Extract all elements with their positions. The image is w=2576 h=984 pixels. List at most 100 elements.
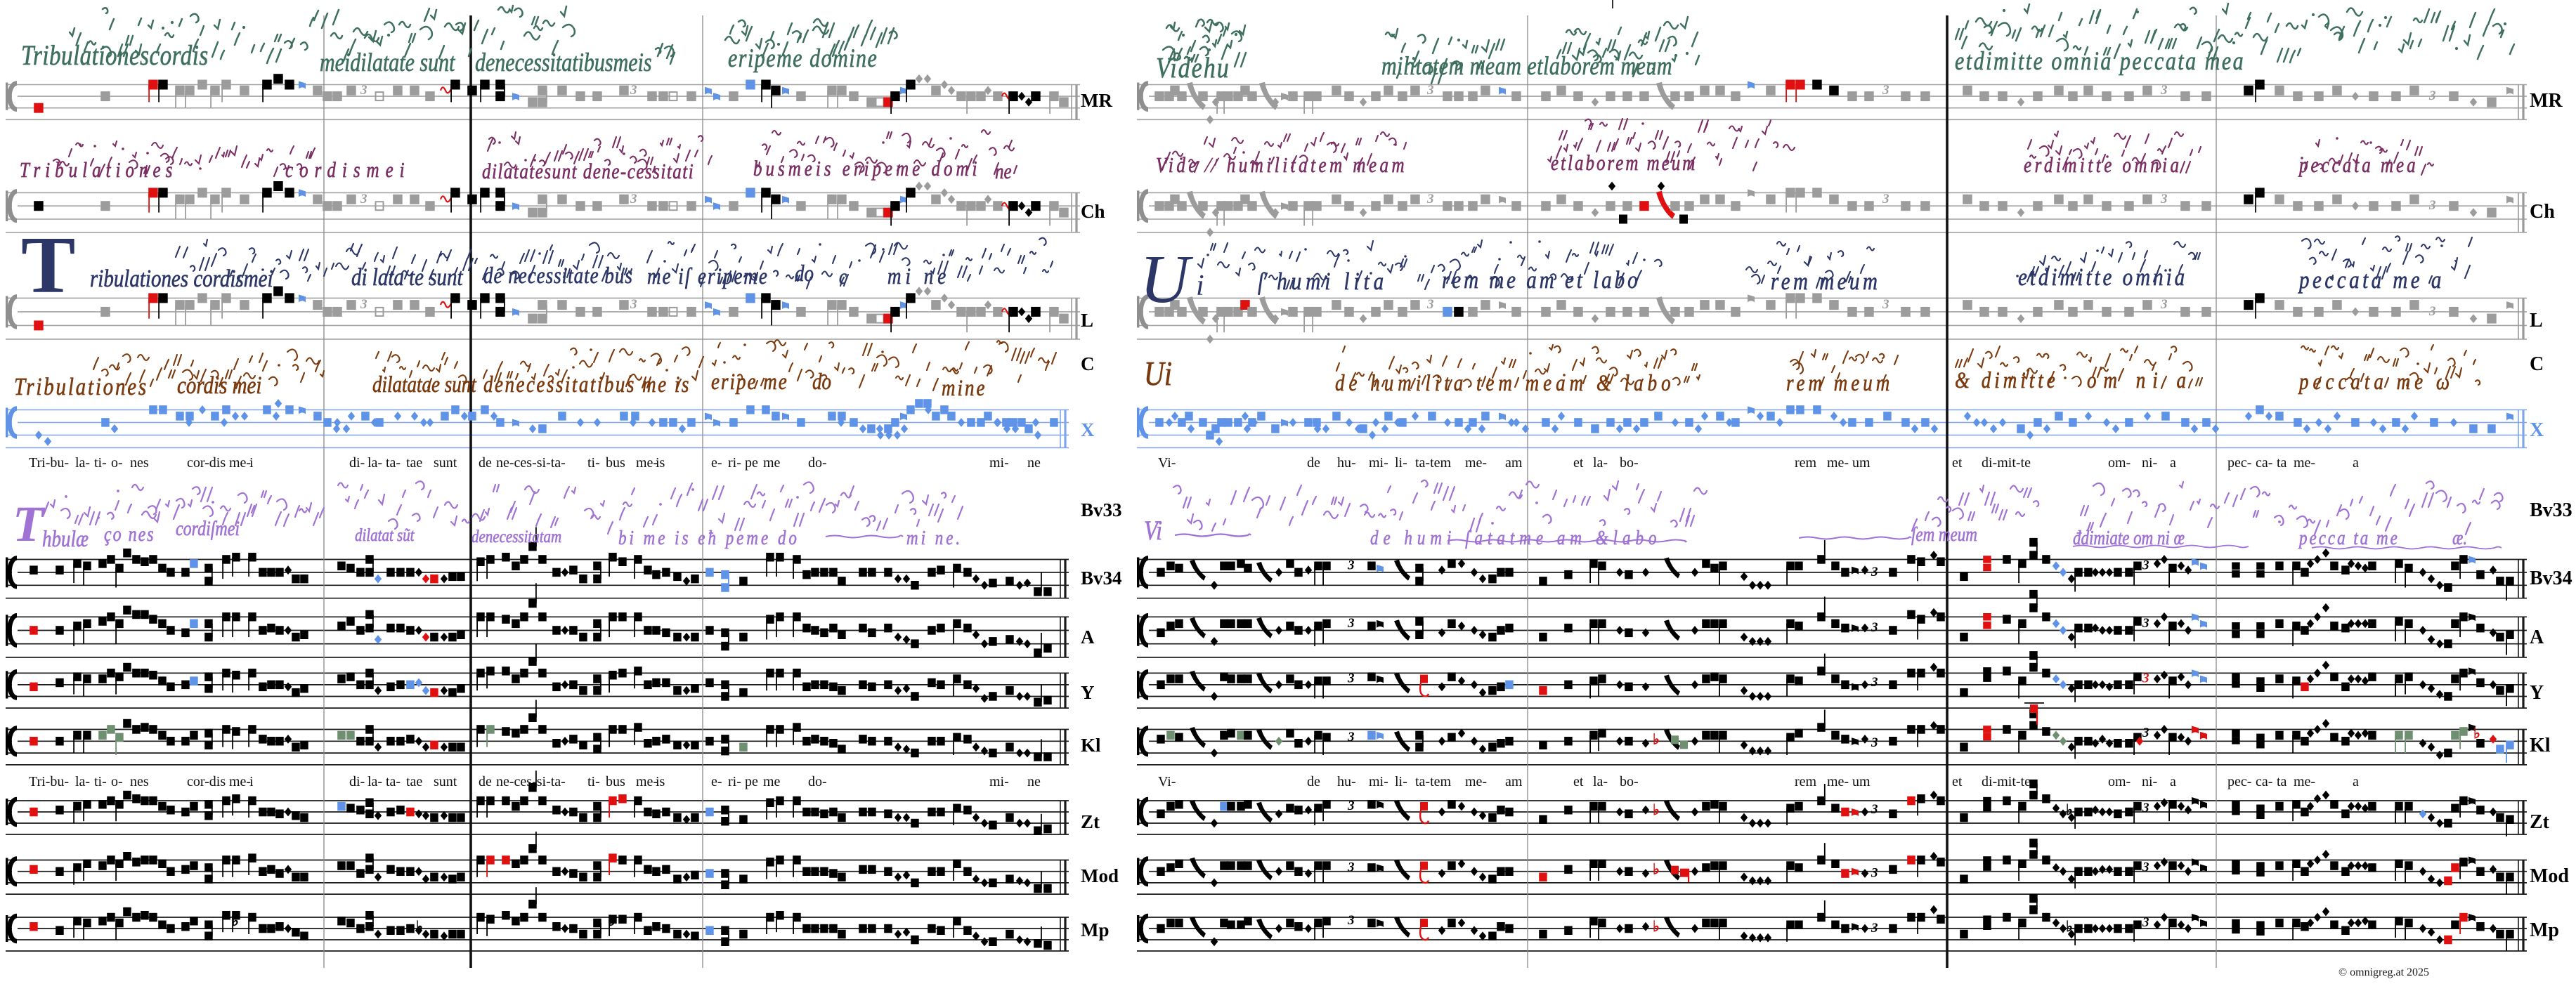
svg-text:peccata me a: peccata me a [2298,265,2445,293]
svg-text:ta-tem: ta-tem [1415,774,1452,789]
svg-text:© omnigreg.at 2025: © omnigreg.at 2025 [2338,966,2429,978]
svg-text:Mp: Mp [2530,919,2559,941]
svg-text:♭: ♭ [1653,801,1660,818]
svg-text:nes: nes [130,455,149,471]
svg-text:me-: me- [229,455,251,471]
svg-text:3: 3 [2142,671,2149,686]
svg-text:pec-: pec- [2227,455,2251,471]
svg-text:Kl: Kl [2530,735,2551,756]
svg-text:ri-: ri- [728,774,741,789]
svg-text:pe: pe [745,455,758,471]
svg-text:♭: ♭ [2066,918,2073,935]
svg-text:cordis mei: cordis mei [177,371,261,398]
svg-text:et: et [1952,774,1963,789]
svg-text:3: 3 [1871,620,1878,635]
svg-text:L: L [2530,310,2543,332]
svg-text:♭: ♭ [2066,801,2073,818]
svg-text:o-: o- [111,774,123,789]
svg-text:Ui: Ui [1144,354,1172,393]
svg-text:Tribulationes: Tribulationes [14,372,148,400]
svg-text:3: 3 [1426,192,1434,206]
svg-text:la-: la- [367,774,382,789]
svg-text:Bv34: Bv34 [2530,568,2572,589]
svg-text:ribulationes cordismei: ribulationes cordismei [90,264,273,291]
svg-text:ni-: ni- [2142,455,2157,471]
svg-text:Videhu: Videhu [1156,52,1230,84]
svg-text:Zt: Zt [2530,811,2550,833]
svg-text:♭: ♭ [2473,725,2480,742]
svg-text:e-: e- [711,774,722,789]
svg-text:3: 3 [1871,735,1878,750]
svg-text:um: um [1852,774,1871,789]
svg-text:Mod: Mod [1081,865,1119,886]
svg-text:3: 3 [360,297,367,312]
svg-text:Bv34: Bv34 [1081,568,1122,589]
svg-text:MR: MR [2530,90,2563,112]
svg-text:do-: do- [808,455,827,471]
svg-text:de necessitate bus: de necessitate bus [483,262,633,288]
svg-text:me-: me- [2294,774,2315,789]
svg-text:de: de [479,774,492,789]
svg-text:cordismei: cordismei [285,159,411,183]
svg-text:3: 3 [2428,198,2436,213]
svg-text:de: de [1307,455,1320,471]
svg-text:T: T [21,221,75,310]
svg-text:tae: tae [406,455,422,471]
svg-text:X: X [2530,419,2544,441]
svg-text:mi-: mi- [989,455,1009,471]
svg-text:Mp: Mp [1081,919,1110,940]
svg-text:me-: me- [1465,774,1487,789]
svg-text:3: 3 [2142,726,2149,740]
svg-text:3: 3 [1347,799,1355,813]
svg-text:rem meum: rem meum [1786,369,1893,395]
svg-text:bus: bus [606,774,625,789]
svg-text:la-: la- [1593,774,1608,789]
svg-text:ço nes: ço nes [104,523,155,546]
svg-text:om-: om- [2108,774,2131,789]
svg-text:3: 3 [630,83,637,98]
svg-text:Y: Y [1081,682,1095,703]
svg-text:♭: ♭ [232,912,239,929]
svg-text:rem: rem [1795,774,1817,789]
svg-text:Y: Y [2530,682,2544,704]
svg-text:đdimiate om ni œ: đdimiate om ni œ [2073,527,2185,549]
svg-text:me-: me- [636,455,658,471]
svg-text:li-: li- [1395,774,1407,789]
svg-text:mi ne.: mi ne. [906,527,963,549]
svg-text:3: 3 [1347,860,1355,874]
svg-text:3: 3 [2142,860,2149,874]
svg-text:busmeis eripeme domi: busmeis eripeme domi [753,157,980,181]
svg-text:ti-: ti- [587,455,600,471]
svg-text:ca-: ca- [2256,774,2272,789]
svg-text:Mod: Mod [2530,865,2569,887]
svg-text:3: 3 [630,192,637,206]
svg-text:i: i [249,455,254,471]
svg-text:do: do [795,261,814,287]
svg-text:bi me is eħ peme do: bi me is eħ peme do [618,527,800,549]
svg-text:ta: ta [2277,455,2287,471]
svg-text:militatem meam etlaborem meum: militatem meam etlaborem meum [1381,52,1672,80]
svg-text:T: T [13,496,46,552]
svg-text:ne-ces-si-ta-: ne-ces-si-ta- [496,455,566,471]
svg-text:3: 3 [1882,83,1889,98]
svg-text:X: X [1081,419,1095,440]
svg-text:di-mit-te: di-mit-te [1982,455,2031,471]
svg-text:do-: do- [808,774,827,789]
svg-text:mi-: mi- [989,774,1009,789]
svg-text:peccata mea: peccata mea [2298,154,2418,178]
svg-text:3: 3 [2160,297,2168,312]
svg-text:♭: ♭ [1653,861,1660,878]
svg-text:ni-: ni- [2142,774,2157,789]
svg-text:um: um [1852,455,1871,471]
svg-text:la-: la- [75,774,90,789]
svg-text:♭: ♭ [1653,730,1660,747]
svg-text:A: A [2530,627,2544,648]
svg-text:sunt: sunt [434,455,457,471]
svg-text:Vi-: Vi- [1158,455,1176,471]
svg-text:3: 3 [360,192,367,206]
svg-text:la-: la- [75,455,90,471]
svg-text:mi-: mi- [1369,455,1388,471]
svg-text:is: is [656,455,665,471]
svg-text:3: 3 [630,297,637,312]
svg-text:etdimitte omnia: etdimitte omnia [2018,263,2187,290]
